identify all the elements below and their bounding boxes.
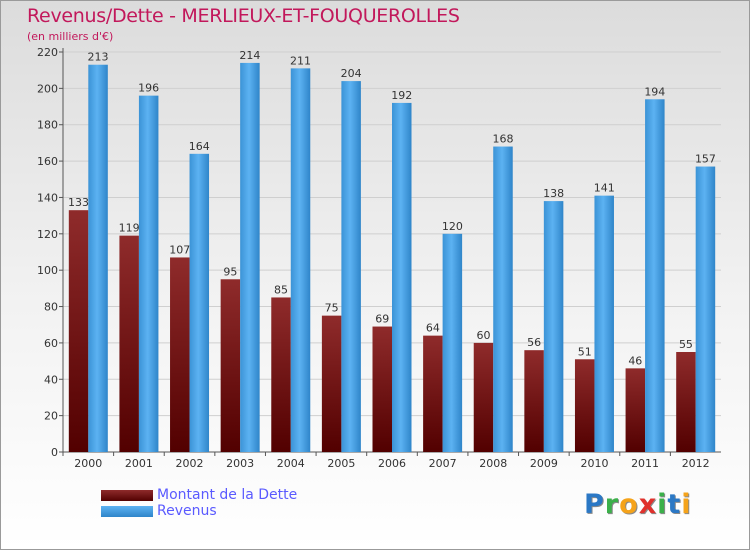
debt-value-label: 60 [476,329,490,342]
x-tick-label: 2001 [125,457,153,470]
debt-bar [170,257,190,452]
debt-value-label: 75 [325,302,339,315]
debt-bar [473,342,494,452]
x-tick-label: 2000 [74,457,102,470]
debt-value-label: 119 [119,222,140,235]
revenue-value-label: 138 [543,187,564,200]
y-tick-label: 120 [37,228,58,241]
x-tick-label: 2005 [327,457,355,470]
debt-value-label: 85 [274,283,288,296]
revenue-value-label: 196 [138,82,159,95]
debt-value-label: 51 [578,345,592,358]
y-tick-label: 60 [44,337,58,350]
y-tick-label: 20 [44,410,58,423]
legend-swatch-dette [101,490,153,501]
legend-label-dette: Montant de la Dette [157,487,298,503]
revenue-value-label: 120 [442,220,463,233]
revenue-bar [695,166,716,452]
x-tick-label: 2003 [226,457,254,470]
revenue-value-label: 141 [594,182,615,195]
debt-bar [119,235,139,452]
y-tick-label: 160 [37,155,58,168]
debt-bar [271,297,291,452]
y-tick-label: 220 [37,46,58,59]
revenue-value-label: 213 [88,51,109,64]
revenue-value-label: 164 [189,140,210,153]
revenue-bar [189,153,210,452]
debt-bar [625,368,646,452]
y-tick-label: 0 [51,446,58,459]
y-tick-label: 140 [37,191,58,204]
y-tick-label: 40 [44,373,58,386]
y-tick-label: 100 [37,264,58,277]
x-tick-label: 2012 [682,457,710,470]
legend-swatch-revenus [101,506,153,517]
chart-title: Revenus/Dette - MERLIEUX-ET-FOUQUEROLLES [27,5,460,27]
y-tick-label: 200 [37,82,58,95]
debt-value-label: 64 [426,322,440,335]
revenue-bar [341,81,361,452]
x-tick-label: 2002 [176,457,204,470]
x-tick-label: 2009 [530,457,558,470]
debt-value-label: 107 [169,243,190,256]
debt-value-label: 95 [223,265,237,278]
logo-letter: o [619,489,639,520]
revenue-value-label: 211 [290,54,311,67]
proxiti-logo: Proxiti [584,489,692,520]
revenue-bar [392,102,412,452]
debt-bar [220,279,241,452]
revenue-bar [645,99,665,452]
x-tick-label: 2008 [479,457,507,470]
revenue-bar [543,201,564,452]
revenue-value-label: 192 [391,89,412,102]
x-tick-label: 2011 [631,457,659,470]
revenue-bar [493,146,513,452]
debt-value-label: 46 [628,354,642,367]
debt-value-label: 133 [68,196,89,209]
y-tick-label: 80 [44,301,58,314]
revenue-bar [442,233,463,452]
y-tick-label: 180 [37,119,58,132]
x-tick-label: 2010 [580,457,608,470]
debt-bar [372,326,392,452]
debt-bar [321,315,342,452]
x-tick-label: 2004 [277,457,305,470]
legend-label-revenus: Revenus [157,503,217,519]
debt-bar [524,350,544,452]
x-tick-label: 2007 [429,457,457,470]
revenue-value-label: 194 [644,85,665,98]
debt-bar [68,210,89,452]
revenue-value-label: 157 [695,153,716,166]
debt-value-label: 69 [375,313,389,326]
debt-bar [423,335,443,452]
chart-subtitle: (en milliers d'€) [27,30,114,43]
logo-letter: i [681,489,692,520]
revenue-value-label: 168 [492,133,513,146]
debt-value-label: 56 [527,336,541,349]
debt-value-label: 55 [679,338,693,351]
logo-letter: x [638,489,658,520]
logo-letter: t [667,489,682,520]
logo-letter: P [584,489,605,520]
logo-letter: r [604,489,620,520]
x-tick-label: 2006 [378,457,406,470]
revenue-bar [290,68,311,452]
revenue-value-label: 204 [341,67,362,80]
revenue-bar [240,62,260,453]
revenue-bar [594,195,614,453]
debt-bar [574,359,595,452]
revenue-bar [88,64,108,453]
revenue-value-label: 214 [239,49,260,62]
revenue-bar [138,95,159,453]
debt-bar [676,352,696,452]
logo-letter: i [657,489,668,520]
